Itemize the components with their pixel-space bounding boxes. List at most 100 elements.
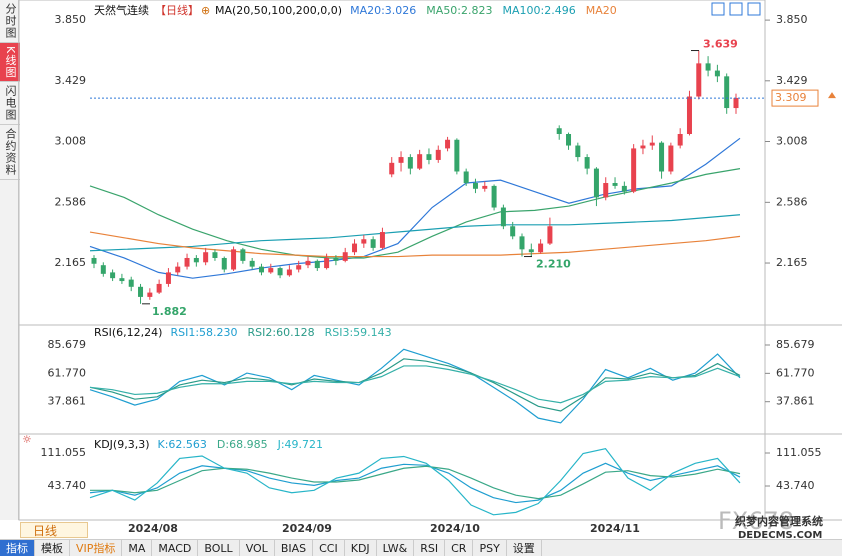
candle-body [463,171,469,184]
candle-body [389,162,395,175]
candle-body [603,183,609,198]
candle-body [296,265,302,270]
candle-body [538,243,544,253]
candle-body [240,249,246,261]
candle-body [249,260,255,267]
toolbar-item[interactable]: 设置 [507,540,542,556]
period-button[interactable]: 日线 [20,522,88,538]
y2-tick-label: 37.861 [776,395,815,408]
sidebar-tab[interactable]: 闪电图 [0,82,20,126]
indicator-line [89,214,741,252]
toolbar-item[interactable]: MACD [152,540,199,556]
candle-body [686,96,692,134]
legend-text: 【日线】 [155,3,199,17]
watermark: FX678 [718,507,794,535]
candle-body [482,185,488,189]
legend-text: MA20 [586,4,617,17]
candle-body [519,236,525,250]
candle-body [705,63,711,71]
candle-body [221,257,227,270]
y2-tick-label: 3.850 [776,13,808,26]
toolbar-item[interactable]: 模板 [35,540,70,556]
y-tick-label: 37.861 [48,395,87,408]
toolbar-item[interactable]: CR [445,540,474,556]
last-price-box [771,89,819,107]
annotation-label: 3.639 [703,38,738,51]
candle-body [277,268,283,276]
toolbar-item[interactable]: PSY [473,540,507,556]
y2-tick-label: 61.770 [776,366,815,379]
legend-text: D:68.985 [217,438,268,451]
candle-body [500,207,506,227]
candle-body [314,260,320,269]
y-tick-label: 2.586 [55,195,87,208]
candle-body [231,249,237,270]
sidebar: 分时图 K线图 闪电图 合约资料 [0,0,20,520]
toolbar-item[interactable]: RSI [414,540,446,556]
toolbar-item[interactable]: BOLL [198,540,240,556]
candle-body [286,269,292,276]
legend-text: RSI2:60.128 [248,326,315,339]
candle-body [435,149,441,160]
indicator-line [89,462,741,504]
indicator-line [89,358,741,412]
y2-tick-label: 111.055 [776,446,822,459]
toolbar-item[interactable]: BIAS [275,540,314,556]
toolbar-item[interactable]: 指标 [0,540,35,556]
toolbar-item[interactable]: MA [122,540,153,556]
indicator-line [89,168,741,259]
y-tick-label: 2.165 [55,256,87,269]
candle-body [649,142,655,146]
toolbar-item[interactable]: CCI [313,540,345,556]
candle-body [696,63,702,97]
sidebar-tab[interactable]: 分时图 [0,0,20,43]
y-tick-label: 61.770 [48,366,87,379]
legend-text: MA100:2.496 [503,4,576,17]
candle-body [203,252,209,263]
candle-body [677,134,683,146]
sidebar-tab[interactable]: 合约资料 [0,125,20,181]
y2-tick-label: 43.740 [776,479,815,492]
y-tick-label: 43.740 [48,479,87,492]
legend-text: RSI(6,12,24) [94,326,162,339]
y2-tick-label: 2.165 [776,256,808,269]
toolbar-item[interactable]: KDJ [345,540,377,556]
toolbar-item[interactable]: LW& [377,540,415,556]
candle-body [333,257,339,261]
annotation-label: 2.210 [536,258,571,271]
legend-text: MA50:2.823 [426,4,492,17]
legend-text: J:49.721 [277,438,323,451]
candle-body [724,76,730,109]
toolbar-item[interactable]: VOL [240,540,275,556]
candle-body [175,266,181,273]
window-icon [747,2,761,16]
legend-text: MA(20,50,100,200,0,0) [215,4,342,17]
candle-body [426,154,432,160]
candle-body [714,70,720,77]
candle-body [193,257,199,263]
watermark: 织梦内容管理系统 [735,514,823,528]
candle-body [659,142,665,172]
legend-text: K:62.563 [158,438,207,451]
candle-body [454,139,460,172]
candle-body [631,148,637,192]
candle-body [510,226,516,237]
candle-body [547,226,553,244]
legend-text: 天然气连续 [94,3,149,17]
candle-body [379,232,385,248]
x-tick-label: 2024/11 [590,522,640,535]
candle-body [668,145,674,172]
sidebar-tab[interactable]: K线图 [0,43,20,83]
candle-body [584,157,590,169]
toolbar-item[interactable]: VIP指标 [70,540,123,556]
candle-body [621,185,627,192]
candle-body [119,278,125,282]
candle-body [575,145,581,158]
indicator-line [89,447,741,516]
candle-body [138,286,144,297]
y-tick-label: 3.850 [55,13,87,26]
candle-body [268,268,274,273]
chart: 3.850 3.850 3.429 3.429 3.008 3.008 2.586 2.586… [18,0,842,540]
candle-body [556,128,562,134]
icon: ⊕ [201,4,210,17]
